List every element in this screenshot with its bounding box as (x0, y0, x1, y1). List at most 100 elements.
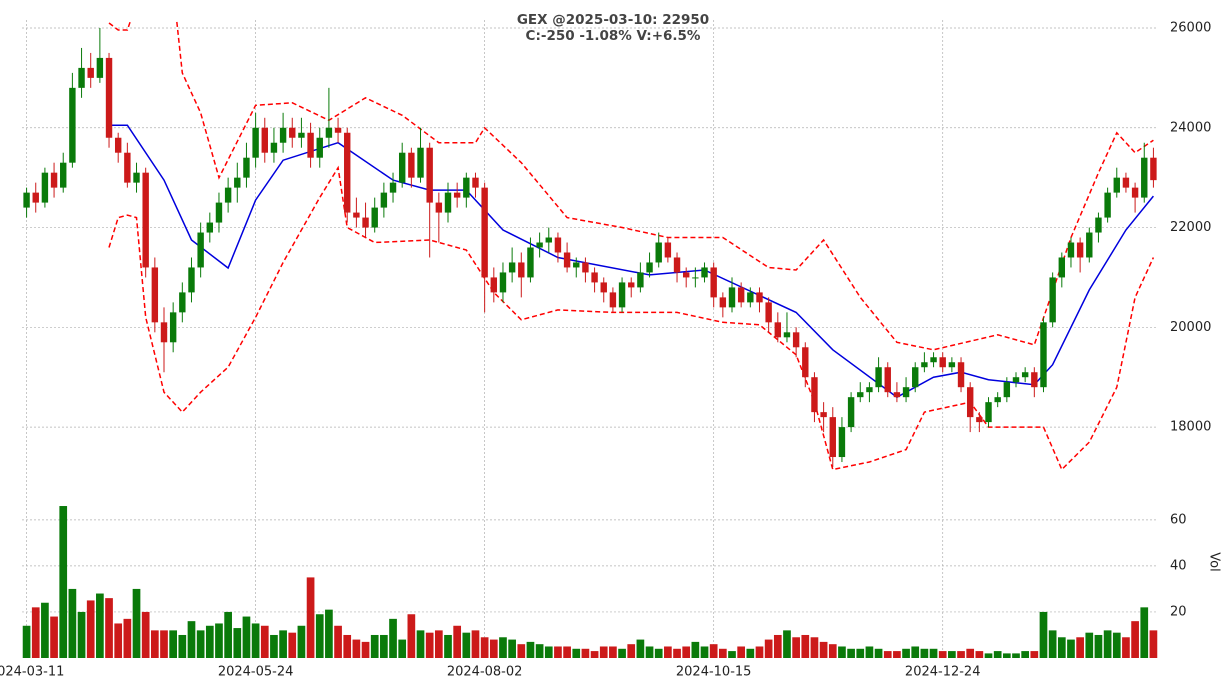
candle-body (802, 347, 809, 378)
volume-bar (196, 630, 205, 658)
volume-bar (343, 634, 352, 658)
candle-body (133, 172, 140, 183)
candle-body (151, 267, 159, 323)
volume-bar (306, 577, 315, 658)
volume-bar (1122, 637, 1130, 658)
candle-body (472, 177, 479, 188)
volume-bar (22, 625, 31, 658)
volume-bar (380, 634, 388, 658)
volume-bar (627, 644, 636, 658)
candle-body (334, 127, 342, 133)
candle-body (444, 192, 452, 213)
candle-body (1086, 232, 1093, 258)
volume-bar (673, 648, 681, 658)
volume-bar (563, 646, 571, 658)
volume-bar (68, 588, 77, 658)
candle-body (893, 392, 901, 398)
volume-bar (755, 646, 764, 658)
volume-bar (150, 630, 159, 658)
candle-body (270, 142, 278, 153)
volume-bar (948, 651, 956, 658)
volume-bar (499, 637, 507, 658)
volume-bar (838, 646, 846, 658)
candle-body (829, 417, 836, 458)
volume-bar (893, 651, 901, 658)
volume-bar (1057, 637, 1066, 658)
volume-bar (1012, 653, 1020, 658)
volume-bar (59, 506, 68, 658)
volume-bar (1094, 634, 1103, 658)
candle-body (527, 247, 534, 278)
candle-body (966, 387, 974, 418)
candle-body (1150, 157, 1157, 181)
volume-tick-label: 60 (1170, 512, 1187, 527)
candle-body (591, 272, 598, 283)
volume-bar (434, 630, 443, 658)
candle-body (1104, 192, 1111, 218)
volume-bar (609, 646, 617, 658)
candle-body (1003, 382, 1011, 398)
y-tick-label: 24000 (1170, 120, 1211, 135)
volume-bar (682, 646, 691, 658)
volume-bar (810, 637, 819, 658)
volume-bar (636, 639, 645, 658)
volume-bar (1085, 632, 1094, 658)
candle-body (710, 267, 717, 298)
volume-bar (187, 621, 196, 658)
x-tick-label: 2024-08-02 (447, 665, 523, 680)
volume-bar (526, 641, 535, 658)
volume-bar (984, 653, 993, 658)
y-tick-label: 20000 (1170, 320, 1211, 335)
candle-body (747, 292, 754, 303)
candle-body (243, 157, 250, 178)
volume-bar (618, 648, 626, 658)
candle-body (682, 272, 690, 278)
volume-bar (920, 648, 929, 658)
chart-title: GEX @2025-03-10: 22950 (517, 12, 709, 28)
candle-body (1076, 242, 1084, 258)
volume-bar (1140, 607, 1149, 658)
candle-body (60, 162, 67, 188)
x-tick-label: 2024-10-15 (676, 665, 752, 680)
x-tick-label: 2024-12-24 (905, 665, 981, 680)
volume-bar (664, 646, 672, 658)
volume-bar (1048, 630, 1057, 658)
volume-bar (489, 639, 498, 658)
candle-body (234, 177, 241, 188)
y-tick-label: 26000 (1170, 20, 1211, 35)
volume-bar (205, 625, 214, 658)
chart-subtitle: C:-250 -1.08% V:+6.5% (526, 28, 701, 44)
candle-body (408, 152, 415, 178)
volume-bar (425, 632, 434, 658)
candle-body (912, 367, 919, 388)
candle-body (838, 427, 846, 458)
volume-bar (874, 648, 883, 658)
candle-body (957, 362, 965, 388)
candle-body (1040, 322, 1047, 388)
candle-body (353, 212, 360, 218)
candle-body (206, 222, 214, 233)
candle-body (380, 192, 388, 208)
volume-bar (114, 623, 123, 658)
candle-body (692, 277, 699, 279)
volume-bar (132, 588, 141, 658)
candle-body (875, 367, 882, 388)
candle-body (545, 237, 552, 243)
candle-body (279, 127, 287, 143)
volume-bar (709, 644, 718, 658)
volume-bar (1030, 651, 1039, 658)
volume-bar (279, 630, 287, 658)
candle-body (582, 262, 589, 273)
volume-bar (728, 651, 736, 658)
volume-bar (691, 641, 700, 658)
volume-bar (654, 648, 663, 658)
volume-bar (938, 651, 947, 658)
volume-bar (224, 611, 232, 658)
volume-bar (517, 644, 526, 658)
candle-body (563, 252, 571, 268)
volume-bar (50, 616, 58, 658)
volume-bar (957, 651, 965, 658)
candle-body (160, 322, 168, 343)
volume-bar (1002, 653, 1011, 658)
